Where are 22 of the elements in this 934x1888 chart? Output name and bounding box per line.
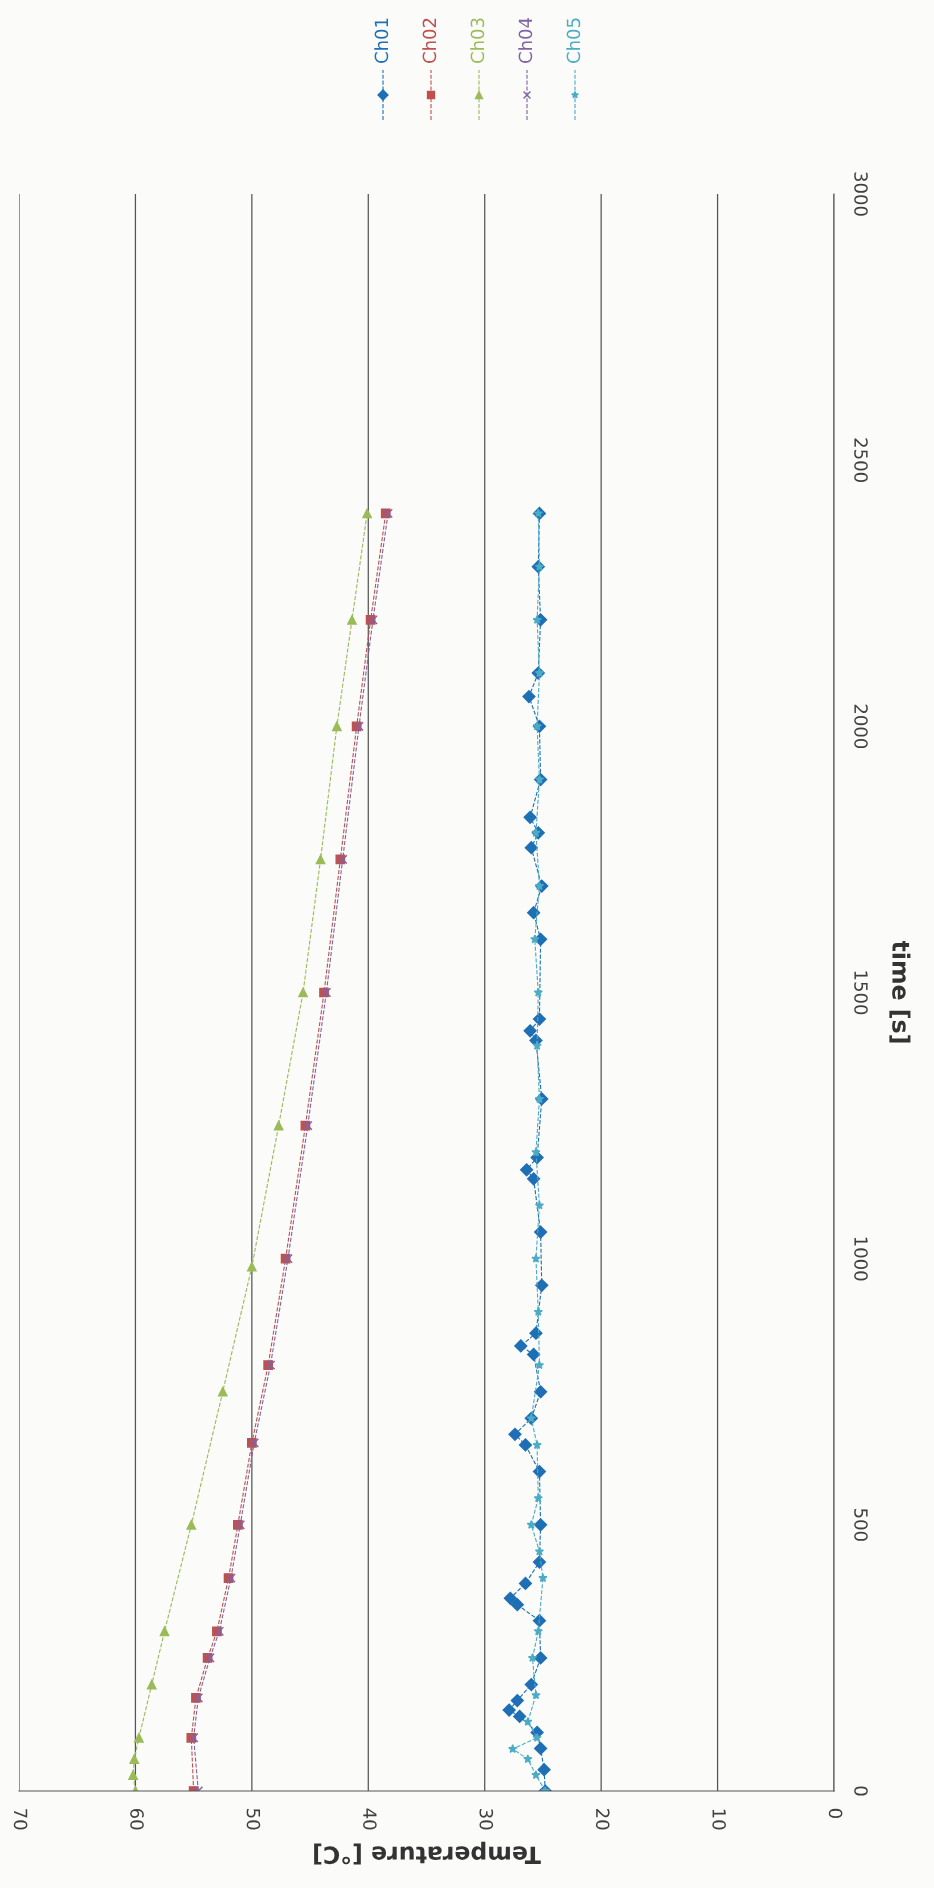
y-tick-label: 1000: [854, 1237, 868, 1281]
x-tick-label: 50: [246, 1809, 261, 1830]
y-tick-label: 1500: [854, 971, 868, 1015]
text: Ch02: [422, 18, 437, 63]
x-tick-label: 10: [712, 1809, 726, 1830]
x-tick-label: 20: [595, 1808, 610, 1830]
y-tick-label: 500: [854, 1509, 868, 1541]
text: Ch03: [470, 18, 485, 63]
x-tick-label: 70: [13, 1809, 28, 1830]
text: Ch05: [566, 18, 581, 63]
x-axis-title: Temperature [°C]: [314, 1841, 541, 1865]
y-tick-label: 2500: [854, 438, 868, 482]
x-tick-label: 0: [828, 1808, 843, 1818]
x-tick-label: 60: [130, 1808, 144, 1830]
y-tick-label: 0: [854, 1786, 868, 1796]
x-tick-label: 40: [363, 1808, 377, 1830]
y-tick-label: 3000: [854, 172, 868, 216]
y-axis-title: time [s]: [889, 940, 911, 1043]
text: Ch04: [518, 17, 533, 63]
x-tick-label: 30: [479, 1809, 494, 1830]
text: Ch01: [374, 18, 389, 63]
y-tick-label: 2000: [854, 704, 868, 749]
